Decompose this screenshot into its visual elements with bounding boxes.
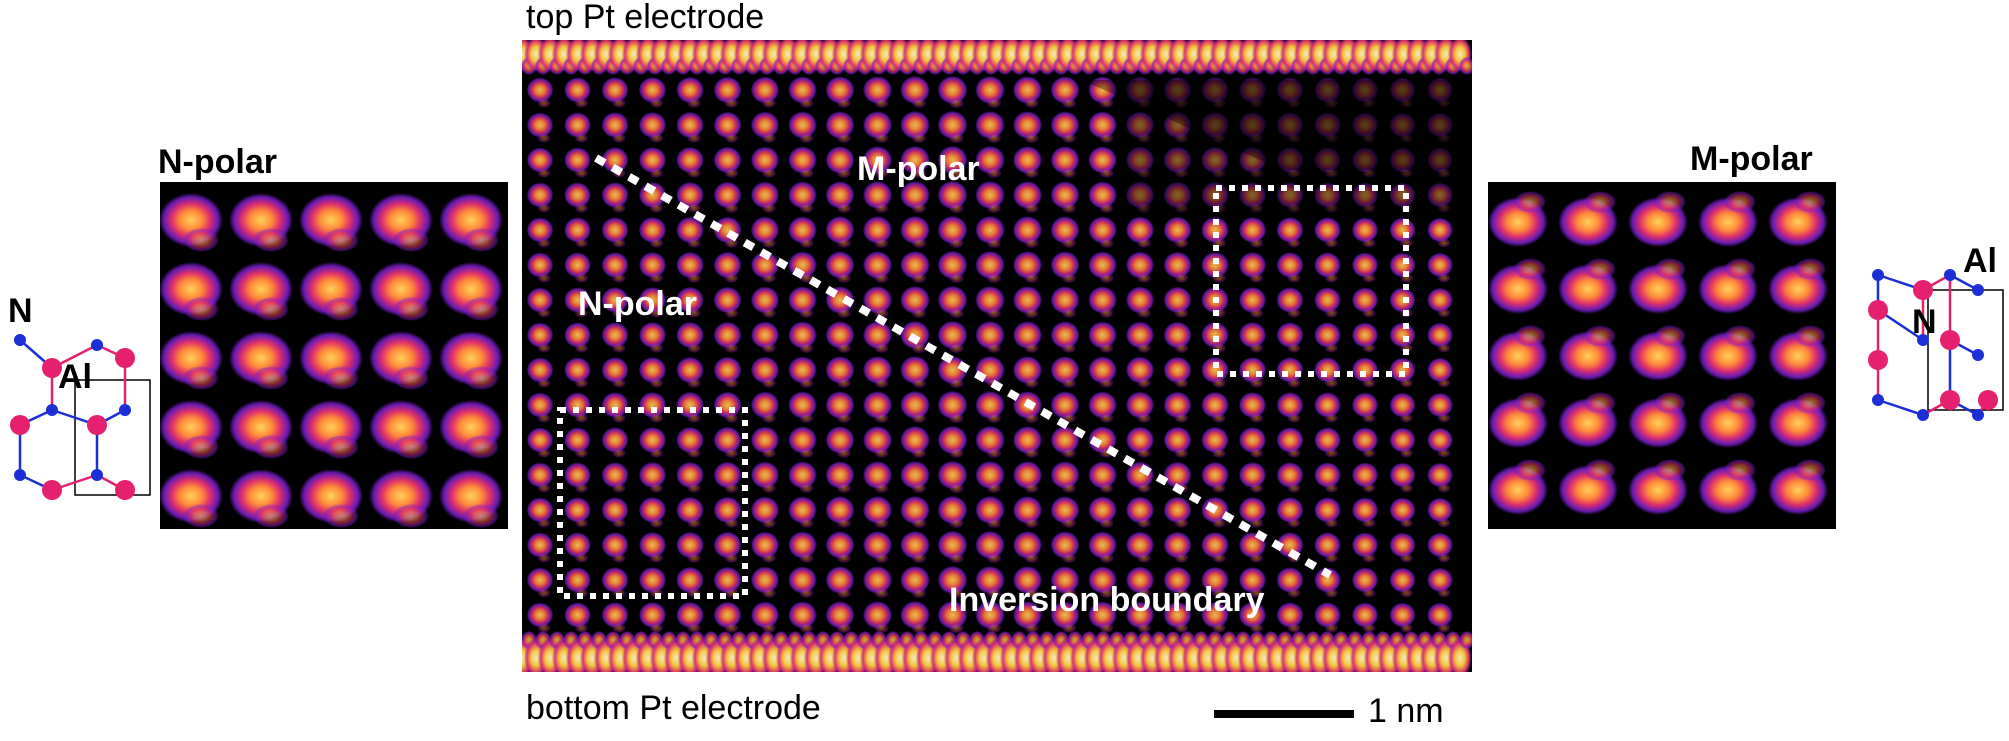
main-stem-image <box>522 40 1472 672</box>
bottom-electrode-label: bottom Pt electrode <box>526 689 821 727</box>
left-zoom-image <box>160 182 508 529</box>
left-crystal-model <box>0 280 160 520</box>
left-panel-title: N-polar <box>158 143 277 181</box>
left-atom-al-label: Al <box>58 358 92 396</box>
region-n-polar-label: N-polar <box>578 285 697 323</box>
region-m-polar-label: M-polar <box>857 150 980 188</box>
right-atom-al-label: Al <box>1963 242 1997 280</box>
top-electrode-label: top Pt electrode <box>526 0 765 36</box>
right-atom-n-label: N <box>1912 303 1937 341</box>
right-panel-title: M-polar <box>1690 140 1813 178</box>
scale-bar-label: 1 nm <box>1368 692 1444 730</box>
inversion-boundary-label: Inversion boundary <box>949 581 1265 619</box>
left-atom-n-label: N <box>8 292 33 330</box>
right-crystal-model <box>1848 240 2009 460</box>
scale-bar <box>1214 710 1354 718</box>
right-zoom-image <box>1488 182 1836 529</box>
